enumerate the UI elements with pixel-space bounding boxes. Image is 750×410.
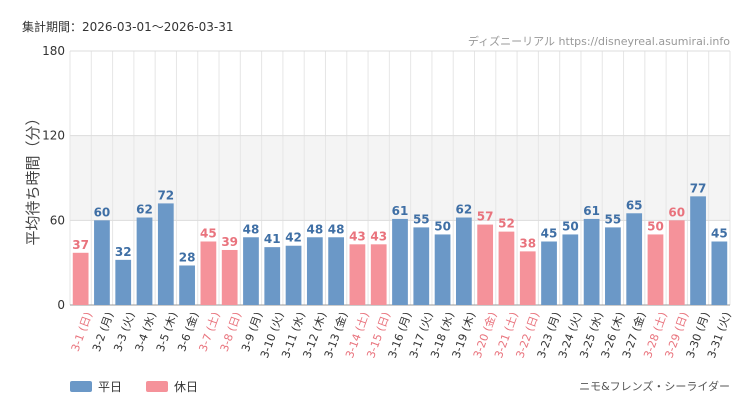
bar-value-label: 55	[413, 212, 430, 226]
y-tick-label: 180	[42, 44, 65, 58]
bar	[413, 227, 430, 305]
bar-value-label: 37	[72, 238, 89, 252]
legend: 平日 休日	[70, 378, 198, 395]
y-tick-label: 60	[50, 213, 65, 227]
bar	[200, 241, 217, 305]
bar	[157, 203, 174, 305]
bar-value-label: 42	[285, 231, 302, 245]
bar	[498, 231, 515, 305]
bar	[221, 249, 238, 305]
bar-value-label: 45	[200, 227, 217, 241]
bar-value-label: 60	[94, 205, 111, 219]
bar-value-label: 50	[434, 219, 451, 233]
bar-value-label: 41	[264, 232, 281, 246]
y-tick-label: 120	[42, 129, 65, 143]
bar-value-label: 50	[647, 219, 664, 233]
bar-value-label: 61	[392, 204, 409, 218]
bar-value-label: 62	[456, 203, 473, 217]
bar-value-label: 52	[498, 217, 515, 231]
bar	[477, 224, 494, 305]
bar-value-label: 28	[179, 250, 196, 264]
bar	[519, 251, 536, 305]
bar	[711, 241, 728, 305]
legend-holiday-label: 休日	[174, 380, 199, 394]
bar-value-label: 43	[370, 229, 387, 243]
bar	[583, 218, 600, 305]
bar	[328, 237, 345, 305]
bar-value-label: 45	[541, 227, 558, 241]
bar-value-label: 43	[349, 229, 366, 243]
bar	[690, 196, 706, 305]
legend-holiday-swatch	[146, 381, 169, 392]
bar	[626, 213, 643, 305]
bar	[392, 218, 408, 305]
bar	[115, 259, 132, 305]
bar	[264, 247, 281, 305]
bar-value-label: 48	[243, 222, 260, 236]
bar-value-label: 61	[583, 204, 600, 218]
bar	[668, 220, 685, 305]
bar-value-label: 77	[690, 181, 707, 195]
bar-value-label: 48	[328, 222, 345, 236]
period-label: 集計期間：2026-03-01〜2026-03-31	[22, 20, 234, 34]
bar	[243, 237, 259, 305]
bar	[647, 234, 664, 305]
bar	[541, 241, 557, 305]
legend-weekday-label: 平日	[98, 380, 123, 394]
legend-holiday: 休日	[146, 378, 198, 395]
shaded-band	[70, 135, 730, 221]
bar	[179, 265, 195, 305]
bar	[285, 245, 302, 305]
bar-value-label: 62	[136, 203, 153, 217]
bar	[306, 237, 323, 305]
bar	[370, 244, 387, 305]
ride-name: ニモ&フレンズ・シーライダー	[579, 380, 730, 393]
source-label: ディズニーリアル https://disneyreal.asumirai.inf…	[467, 35, 730, 48]
bar	[605, 227, 621, 305]
bar-value-label: 32	[115, 245, 132, 259]
bar	[455, 217, 472, 305]
bar-value-label: 45	[711, 227, 728, 241]
bar	[72, 252, 89, 305]
bar	[136, 217, 153, 305]
bar	[94, 220, 110, 305]
bar	[562, 234, 579, 305]
legend-weekday: 平日	[70, 378, 122, 395]
bar-value-label: 50	[562, 219, 579, 233]
bar	[349, 244, 366, 305]
bar-value-label: 48	[306, 222, 323, 236]
bar	[434, 234, 451, 305]
y-axis-title: 平均待ち時間（分）	[24, 110, 42, 245]
bar-value-label: 65	[626, 198, 643, 212]
bar-value-label: 38	[519, 236, 536, 250]
bar-value-label: 57	[477, 210, 494, 224]
bar-value-label: 39	[221, 235, 238, 249]
bar-value-label: 60	[668, 205, 685, 219]
y-tick-label: 0	[57, 298, 65, 312]
bar-value-label: 55	[605, 212, 622, 226]
bar-value-label: 72	[157, 188, 174, 202]
legend-weekday-swatch	[70, 381, 92, 392]
